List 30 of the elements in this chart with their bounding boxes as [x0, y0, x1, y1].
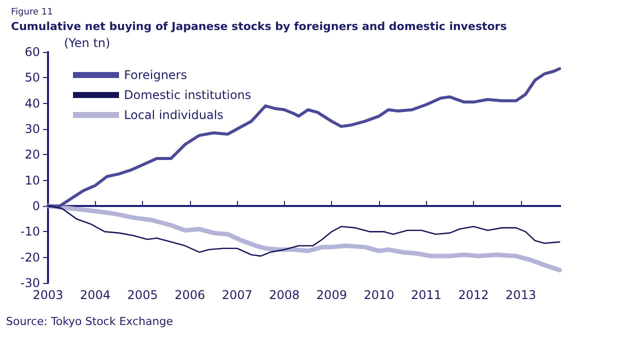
y-tick-label: 20 [24, 148, 40, 162]
y-axis-title: (Yen tn) [64, 36, 110, 50]
x-tick-label: 2007 [222, 288, 252, 302]
chart-title: Cumulative net buying of Japanese stocks by foreigners and domestic investors [11, 20, 508, 33]
x-tick-label: 2013 [506, 288, 536, 302]
y-tick-label: 50 [24, 70, 40, 85]
y-tick-label: 40 [24, 96, 40, 110]
x-tick-label: 2009 [316, 288, 347, 302]
y-tick-label: 0 [32, 199, 40, 213]
source-note: Source: Tokyo Stock Exchange [6, 315, 174, 328]
y-tick-label: -30 [20, 276, 40, 290]
y-tick-label: 30 [24, 122, 40, 136]
legend-label: Foreigners [124, 68, 187, 82]
line-series [46, 204, 562, 272]
y-tick-label: 10 [24, 173, 40, 188]
y-tick-label: -10 [20, 224, 40, 239]
legend-label: Local individuals [124, 108, 224, 122]
chart-subtitle: Figure 11 [11, 8, 53, 18]
x-tick-label: 2011 [410, 288, 442, 302]
y-tick-label: 60 [24, 45, 40, 59]
y-tick-label: -20 [20, 250, 40, 264]
x-tick-label: 2012 [458, 288, 489, 302]
x-tick-label: 2003 [32, 288, 64, 302]
line-series [46, 67, 562, 208]
x-tick-label: 2008 [269, 288, 300, 302]
legend-label: Domestic institutions [124, 88, 252, 102]
x-tick-label: 2004 [80, 288, 111, 302]
x-tick-label: 2010 [364, 288, 394, 302]
x-tick-label: 2006 [174, 288, 206, 302]
x-tick-label: 2005 [127, 288, 158, 302]
